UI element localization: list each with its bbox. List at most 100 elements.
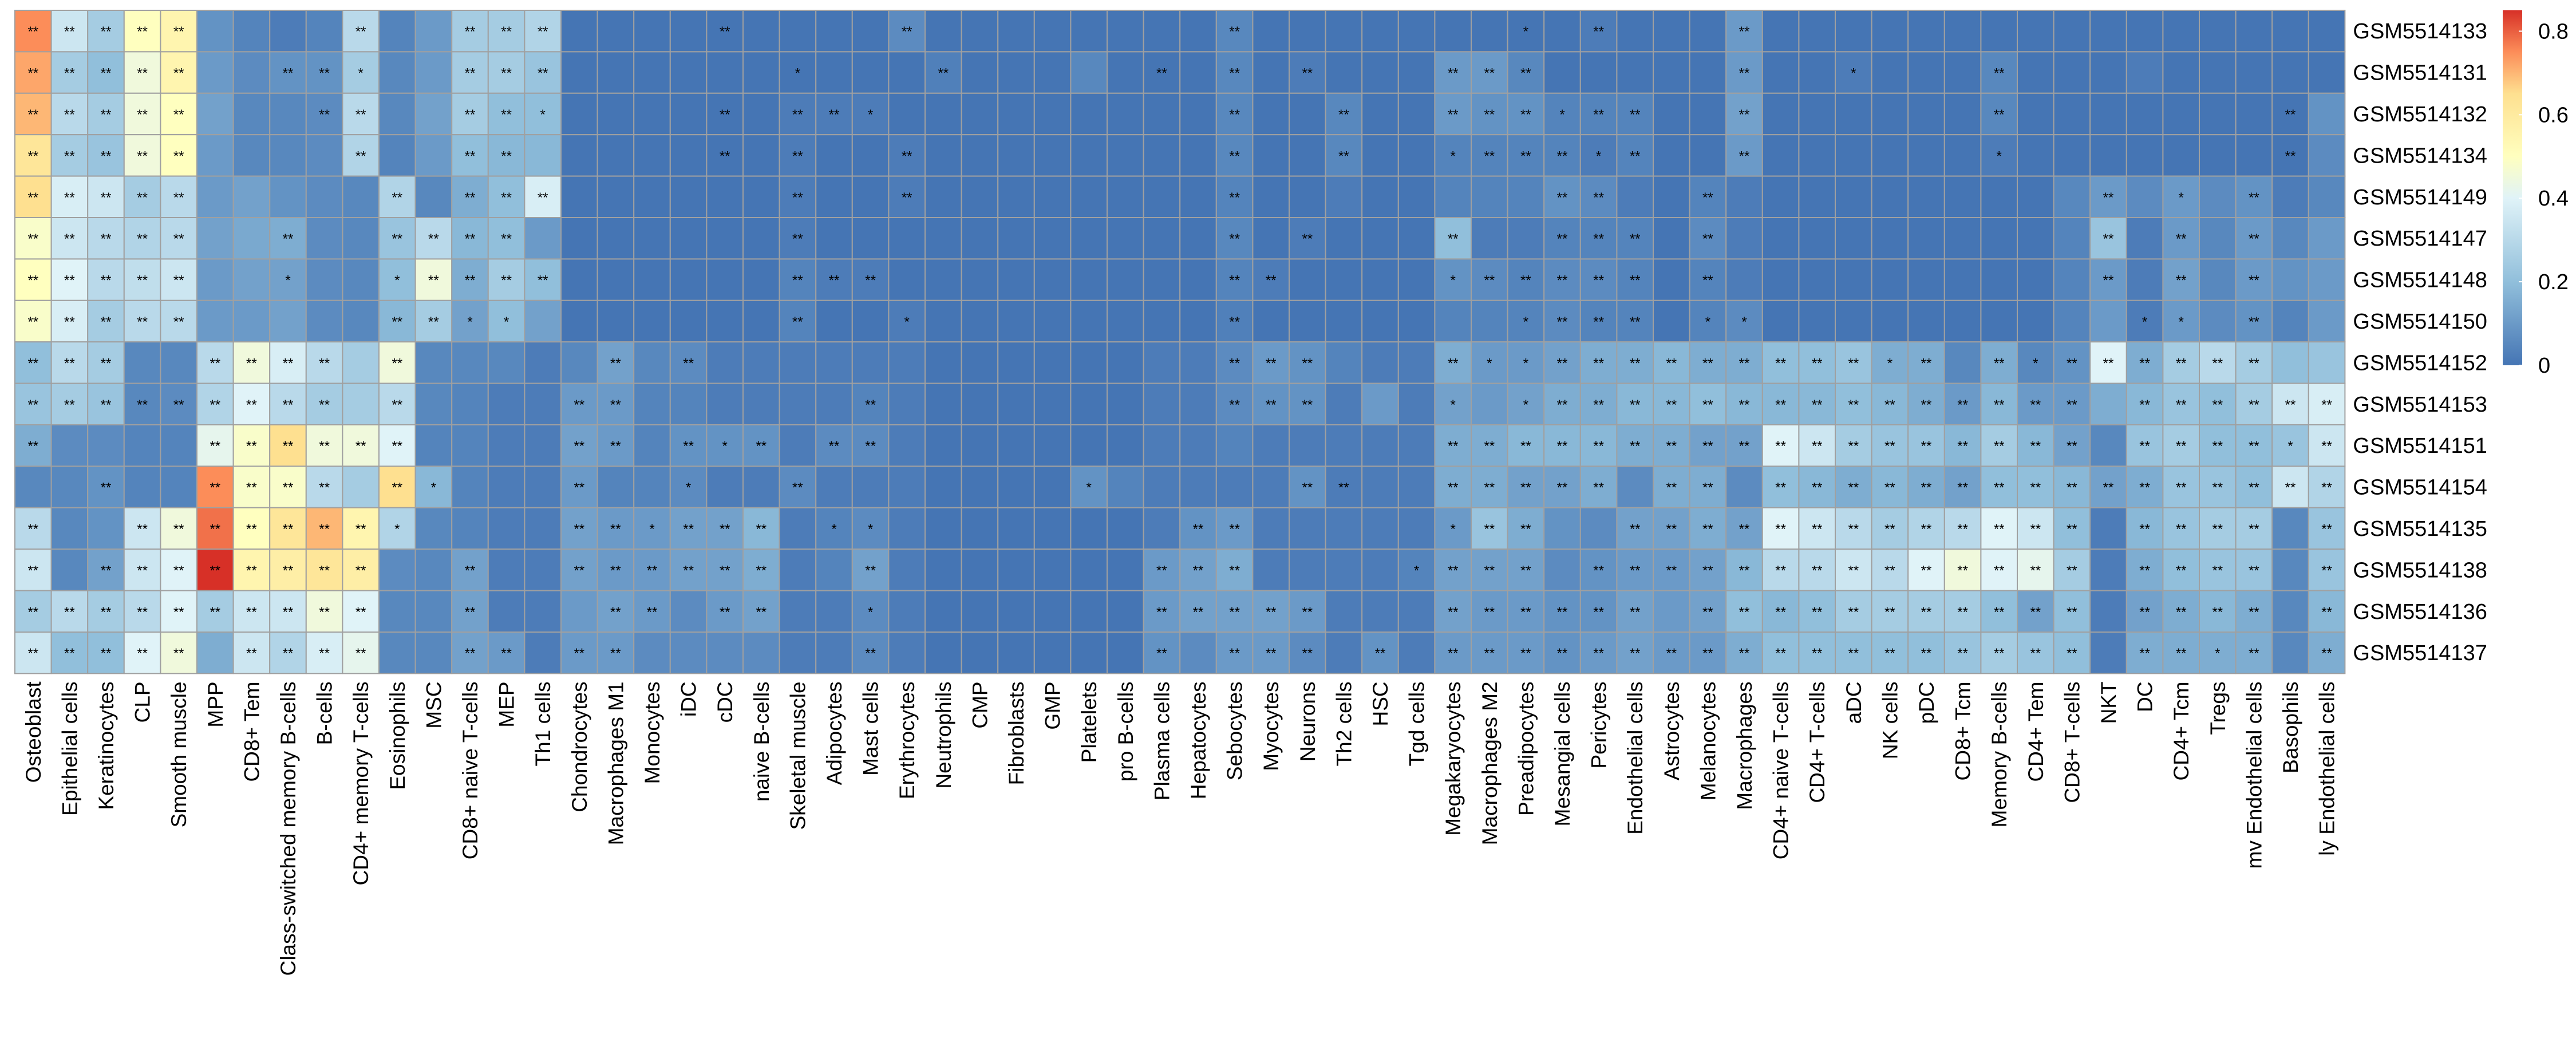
heatmap-cell [1289, 507, 1326, 550]
heatmap-cell [14, 465, 52, 508]
heatmap-cell [1543, 631, 1581, 674]
heatmap-cell [196, 258, 234, 301]
heatmap-cell [378, 465, 416, 508]
heatmap-cell [196, 51, 234, 94]
significance-mark: ** [173, 314, 184, 330]
significance-mark: ** [283, 397, 294, 413]
heatmap-cell [305, 631, 343, 674]
column-label: Class-switched memory B-cells [276, 681, 300, 976]
heatmap-cell [888, 258, 926, 301]
heatmap-cell [50, 217, 89, 260]
significance-mark: ** [574, 397, 584, 413]
heatmap-cell [1798, 507, 1836, 550]
heatmap-cell [888, 92, 926, 136]
heatmap-cell [269, 134, 307, 177]
heatmap-cell [1507, 217, 1545, 260]
heatmap-cell [524, 590, 562, 633]
significance-mark: ** [1484, 605, 1495, 620]
heatmap-cell [1798, 10, 1836, 53]
significance-mark: ** [27, 24, 38, 40]
heatmap-cell [560, 258, 598, 301]
significance-mark: ** [1557, 480, 1568, 496]
significance-mark: * [504, 314, 509, 330]
heatmap-cell [378, 299, 416, 343]
significance-mark: ** [1266, 397, 1277, 413]
heatmap-cell [1070, 465, 1108, 508]
significance-mark: ** [27, 273, 38, 289]
heatmap-cell [2235, 51, 2273, 94]
heatmap-cell [2162, 465, 2200, 508]
column-label: Th1 cells [531, 681, 555, 766]
heatmap-cell [87, 507, 125, 550]
heatmap-cell [2235, 134, 2273, 177]
significance-mark: ** [1593, 107, 1604, 123]
heatmap-cell [1397, 631, 1436, 674]
significance-mark: ** [1484, 563, 1495, 578]
significance-mark: ** [1302, 231, 1313, 247]
heatmap-cell [1653, 10, 1690, 53]
heatmap-cell [706, 507, 744, 550]
column-label: CMP [968, 681, 991, 728]
heatmap-cell [1835, 175, 1872, 219]
heatmap-cell [1215, 92, 1254, 136]
significance-mark: ** [792, 190, 803, 206]
heatmap-cell [1179, 217, 1217, 260]
significance-mark: ** [1702, 480, 1713, 496]
heatmap-cell [487, 590, 526, 633]
heatmap-cell [451, 548, 489, 591]
heatmap-cell [1252, 341, 1290, 384]
significance-mark: ** [1848, 439, 1859, 454]
heatmap-cell [1143, 631, 1181, 674]
significance-mark: ** [1193, 605, 1204, 620]
heatmap-cell [997, 175, 1035, 219]
heatmap-cell [305, 299, 343, 343]
heatmap-cell [2199, 424, 2237, 467]
column-label: Monocytes [641, 681, 664, 784]
significance-mark: ** [1338, 107, 1349, 123]
significance-mark: ** [64, 231, 75, 247]
heatmap-cell [1143, 465, 1181, 508]
heatmap-cell [87, 548, 125, 591]
significance-mark: ** [137, 107, 148, 123]
column-label: Sebocytes [1223, 681, 1247, 780]
heatmap-cell [2271, 10, 2309, 53]
heatmap-cell [2089, 51, 2127, 94]
heatmap-cell [1871, 134, 1909, 177]
heatmap-cell [1871, 299, 1909, 343]
heatmap-cell [1725, 92, 1763, 136]
heatmap-cell [1325, 299, 1363, 343]
heatmap-cell [1725, 507, 1763, 550]
column-label: Mast cells [859, 681, 883, 775]
significance-mark: ** [465, 231, 476, 247]
heatmap-cell [961, 217, 999, 260]
heatmap-cell [1361, 10, 1399, 53]
significance-mark: ** [27, 439, 38, 454]
significance-mark: ** [64, 314, 75, 330]
heatmap-cell [1980, 51, 2018, 94]
heatmap-cell [50, 10, 89, 53]
significance-mark: ** [101, 231, 112, 247]
heatmap-cell [1943, 631, 1982, 674]
significance-mark: ** [865, 397, 876, 413]
significance-mark: ** [2067, 563, 2077, 578]
significance-mark: ** [2249, 646, 2259, 661]
heatmap-cell [2017, 424, 2055, 467]
heatmap-cell [269, 631, 307, 674]
significance-mark: ** [756, 439, 767, 454]
heatmap-cell [2162, 92, 2200, 136]
significance-mark: ** [1593, 356, 1604, 371]
heatmap-cell [1761, 299, 1800, 343]
heatmap-cell [414, 258, 453, 301]
heatmap-cell [1325, 134, 1363, 177]
heatmap-cell [633, 299, 671, 343]
heatmap-cell [779, 92, 817, 136]
significance-mark: ** [1812, 646, 1823, 661]
significance-mark: ** [27, 107, 38, 123]
heatmap-cell [1361, 590, 1399, 633]
significance-mark: ** [1557, 190, 1568, 206]
significance-mark: ** [210, 356, 220, 371]
significance-mark: ** [1921, 646, 1932, 661]
significance-mark: * [285, 273, 290, 289]
heatmap-cell [997, 590, 1035, 633]
heatmap-cell [414, 507, 453, 550]
